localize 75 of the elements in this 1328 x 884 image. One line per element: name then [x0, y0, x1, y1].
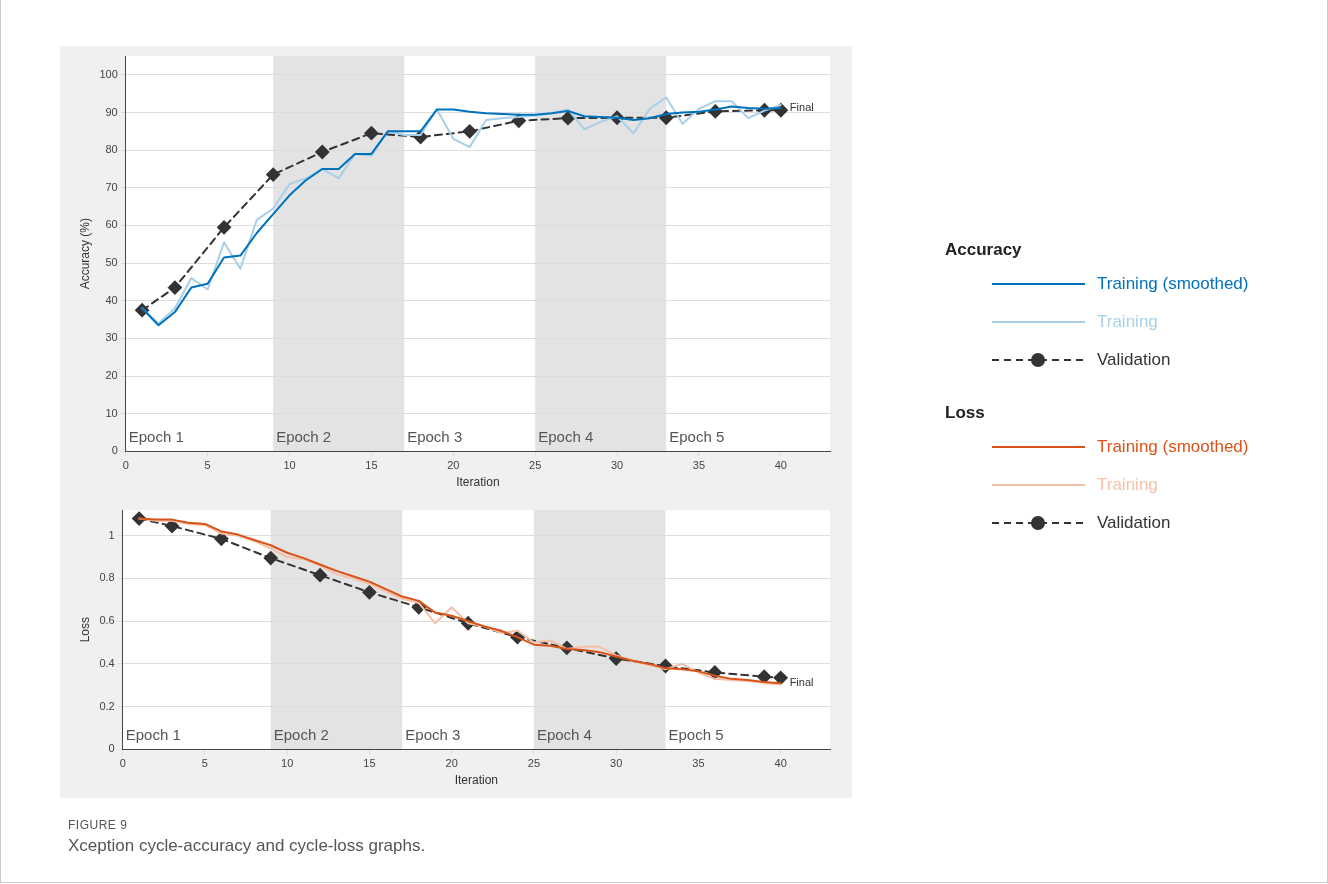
y-tick-label: 0.4	[99, 656, 115, 669]
y-tick-label: 0.2	[99, 699, 115, 712]
point	[315, 145, 330, 160]
y-axis-title: Accuracy (%)	[77, 218, 92, 290]
x-tick-label: 30	[610, 459, 624, 472]
y-tick-label: 0.8	[99, 571, 115, 584]
x-tick-label: 0	[119, 757, 126, 770]
legend-title: Accuracy	[945, 239, 1023, 259]
y-tick-label: 10	[105, 406, 118, 419]
x-axis-title: Iteration	[454, 773, 499, 788]
text: Validation	[1097, 349, 1171, 369]
annotation: Epoch 3	[407, 428, 463, 446]
point	[757, 669, 772, 684]
annotation: Epoch 2	[273, 726, 329, 744]
text: Training (smoothed)	[1097, 273, 1249, 293]
point	[266, 167, 281, 182]
x-tick-label: 10	[283, 459, 296, 472]
y-tick-label: 0.6	[99, 614, 115, 627]
legend-title: Loss	[945, 402, 985, 422]
annotation: Epoch 1	[125, 726, 181, 744]
caption: FIGURE 9	[68, 818, 129, 832]
point	[217, 220, 232, 235]
x-tick-label: 40	[774, 757, 787, 770]
y-tick-label: 30	[105, 331, 118, 344]
annotation: Epoch 5	[669, 428, 725, 446]
x-tick-label: 40	[774, 459, 787, 472]
annotation: Epoch 4	[538, 428, 594, 446]
text: Validation	[1097, 512, 1171, 532]
y-tick-label: 0	[108, 742, 115, 755]
y-tick-label: 70	[105, 180, 118, 193]
y-tick-label: 20	[105, 369, 118, 382]
annotation: Epoch 5	[668, 726, 724, 744]
annotation: Epoch 3	[405, 726, 461, 744]
text: Xception cycle-accuracy and cycle-loss graphs.	[68, 836, 426, 856]
y-tick-label: 60	[105, 218, 118, 231]
text: Training	[1097, 311, 1158, 331]
annotation: Final	[789, 676, 814, 689]
annotation: Epoch 4	[536, 726, 592, 744]
text: Training	[1097, 474, 1158, 494]
x-tick-label: 15	[365, 459, 378, 472]
point	[362, 585, 377, 600]
x-tick-label: 5	[201, 757, 208, 770]
point	[263, 551, 278, 566]
point	[313, 568, 328, 583]
point	[214, 531, 229, 546]
x-tick-label: 35	[692, 757, 705, 770]
point	[560, 111, 575, 126]
x-tick-label: 20	[445, 757, 458, 770]
text: Training (smoothed)	[1097, 436, 1249, 456]
annotation: Final	[789, 101, 814, 113]
x-tick-label: 25	[527, 757, 541, 770]
x-tick-label: 35	[692, 459, 706, 472]
y-axis-title: Loss	[77, 617, 92, 643]
x-tick-label: 0	[122, 459, 129, 472]
y-tick-label: 80	[105, 143, 118, 156]
point	[773, 670, 788, 685]
x-axis-title: Iteration	[456, 475, 500, 490]
x-tick-label: 20	[447, 459, 460, 472]
y-tick-label: 0	[111, 444, 118, 457]
point	[462, 124, 477, 139]
point	[167, 280, 182, 295]
x-tick-label: 5	[204, 459, 211, 472]
x-tick-label: 10	[281, 757, 294, 770]
y-tick-label: 40	[105, 293, 118, 306]
annotation: Epoch 1	[128, 428, 184, 446]
point	[165, 519, 180, 534]
y-tick-label: 1	[108, 528, 115, 541]
y-tick-label: 90	[105, 105, 118, 118]
x-tick-label: 25	[529, 459, 542, 472]
x-tick-label: 30	[610, 757, 623, 770]
x-tick-label: 15	[363, 757, 376, 770]
point	[364, 126, 379, 141]
annotation: Epoch 2	[276, 428, 332, 446]
y-tick-label: 100	[99, 67, 118, 80]
y-tick-label: 50	[105, 256, 118, 269]
